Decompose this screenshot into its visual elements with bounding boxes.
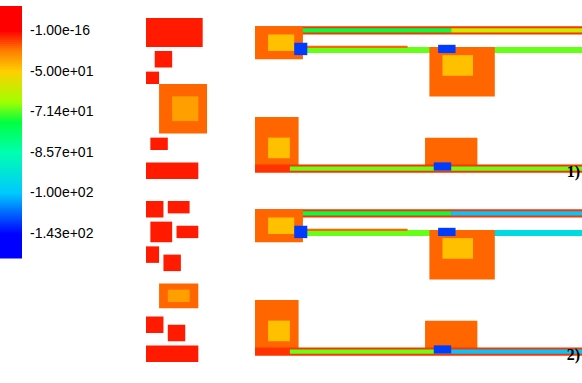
- svg-text:-5.00e+01: -5.00e+01: [30, 63, 94, 79]
- html-text:2): 2): [566, 346, 580, 363]
- svg-text:-7.14e+01: -7.14e+01: [30, 103, 94, 119]
- svg-text:-1.00e+02: -1.00e+02: [30, 184, 94, 200]
- svg-text:-1.00e-16: -1.00e-16: [30, 22, 90, 38]
- html-text:1): 1): [566, 163, 580, 180]
- svg-text:-1.43e+02: -1.43e+02: [30, 225, 94, 241]
- svg-text:-8.57e+01: -8.57e+01: [30, 144, 94, 160]
